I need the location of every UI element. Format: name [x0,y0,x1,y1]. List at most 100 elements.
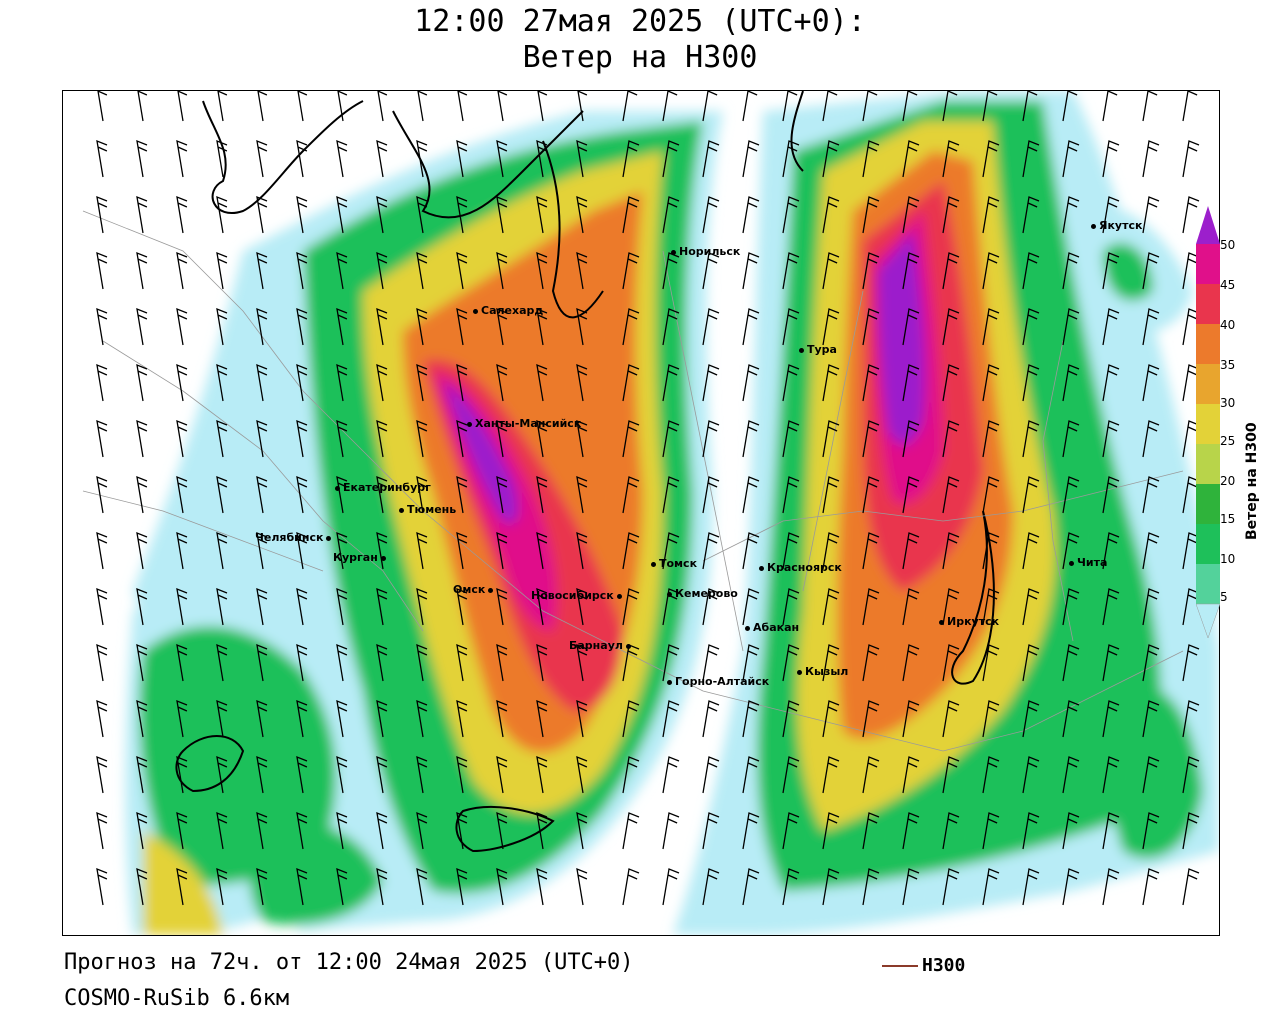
wind-barb-icon [216,755,228,794]
city-dot-icon [667,591,672,597]
wind-barb-icon [1022,196,1040,234]
wind-barb-icon [136,139,148,178]
wind-barb-icon [496,475,508,514]
wind-barb-icon [1182,588,1200,626]
city-dot-icon [799,347,804,353]
city-dot-icon [759,565,764,571]
wind-barb-icon [662,700,680,738]
colorbar-tick: 25 [1220,434,1236,448]
wind-barb-icon [742,812,760,850]
wind-barb-icon [622,868,640,906]
wind-barb-icon [456,195,468,234]
wind-barb-icon [702,700,720,738]
wind-barb-icon [942,532,960,570]
wind-barb-icon [1142,252,1160,290]
wind-barb-icon [1062,140,1080,178]
wind-barb-icon [456,419,468,458]
wind-barb-icon [256,867,268,906]
wind-barb-icon [456,251,468,290]
wind-barb-icon [1102,868,1120,906]
wind-barb-icon [336,867,348,906]
wind-barb-icon [822,868,840,906]
wind-barb-icon [1062,196,1080,234]
wind-barb-icon [702,756,720,794]
wind-barb-icon [456,139,468,178]
city-dot-icon [667,679,672,685]
wind-barb-icon [1182,196,1200,234]
wind-barb-icon [902,812,920,850]
wind-barb-icon [336,307,348,346]
wind-barb-icon [256,195,268,234]
wind-barb-icon [1062,308,1080,346]
wind-barb-icon [982,868,1000,906]
wind-barb-icon [296,699,308,738]
wind-barb-icon [902,868,920,906]
colorbar-segment [1196,244,1220,284]
wind-barb-icon [662,420,680,458]
wind-barb-icon [622,308,640,346]
wind-barb-icon [742,420,760,458]
wind-barb-icon [417,91,428,122]
wind-barb-icon [96,811,108,850]
wind-barb-icon [902,588,920,626]
wind-barb-icon [942,812,960,850]
wind-barb-icon [536,195,548,234]
wind-barb-icon [1142,532,1160,570]
map-title: 12:00 27мая 2025 (UTC+0): [414,4,866,39]
wind-barb-icon [377,91,388,122]
wind-barb-icon [662,476,680,514]
wind-barb-icon [496,587,508,626]
wind-barb-icon [536,139,548,178]
wind-barb-icon [702,812,720,850]
wind-barb-icon [136,867,148,906]
colorbar-segment [1196,324,1220,364]
wind-barb-icon [456,307,468,346]
wind-barb-icon [136,643,148,682]
wind-barb-icon [742,700,760,738]
wind-barb-icon [536,419,548,458]
wind-barb-icon [942,700,960,738]
wind-barb-icon [702,476,720,514]
colorbar-bottom-arrow-icon [1195,603,1221,639]
wind-barb-icon [1182,140,1200,178]
wind-barb-icon [862,364,880,402]
wind-barb-icon [536,251,548,290]
wind-barb-icon [622,812,640,850]
wind-barb-icon [982,588,1000,626]
wind-barb-icon [982,420,1000,458]
wind-barb-icon [942,140,960,178]
wind-barb-icon [256,531,268,570]
admin-borders [82,210,1184,752]
wind-barb-icon [782,644,800,682]
wind-barb-icon [942,364,960,402]
wind-barb-icon [136,307,148,346]
wind-barb-icon [1102,812,1120,850]
wind-barb-icon [496,419,508,458]
colorbar-tick: 5 [1220,590,1228,604]
wind-barb-icon [902,252,920,290]
wind-barb-icon [376,755,388,794]
wind-barb-icon [296,475,308,514]
wind-barb-icon [942,588,960,626]
wind-barb-icon [536,307,548,346]
colorbar-tick: 35 [1220,358,1236,372]
wind-barb-icon [296,363,308,402]
wind-barb-icon [576,363,588,402]
wind-barb-icon [902,91,918,122]
wind-barb-icon [296,251,308,290]
wind-barb-icon [256,307,268,346]
colorbar-segment [1196,484,1220,524]
wind-barb-icon [336,139,348,178]
wind-barb-icon [336,531,348,570]
wind-barb-icon [416,811,428,850]
wind-barb-icon [336,643,348,682]
wind-barb-icon [742,868,760,906]
wind-barb-icon [1062,364,1080,402]
wind-barb-icon [256,587,268,626]
wind-barb-icon [622,532,640,570]
wind-barb-icon [902,140,920,178]
wind-barb-icon [496,531,508,570]
wind-barb-icon [702,196,720,234]
wind-barb-icon [1022,420,1040,458]
wind-barb-icon [1102,91,1118,122]
